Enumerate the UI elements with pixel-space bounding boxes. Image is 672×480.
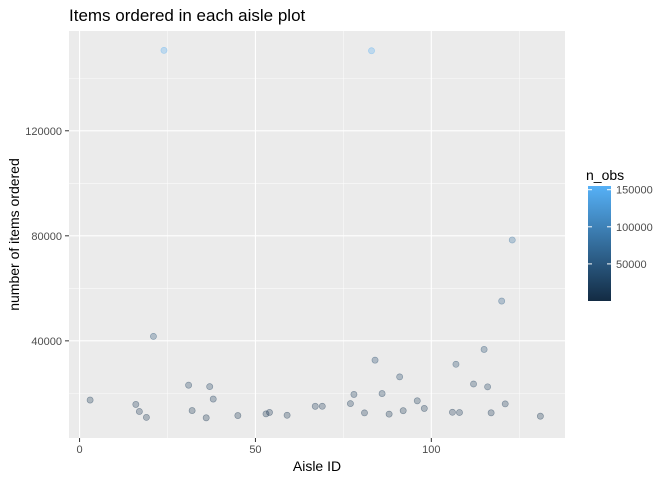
data-point bbox=[142, 413, 150, 421]
data-point bbox=[311, 402, 319, 410]
y-tick-label: 80000 bbox=[31, 231, 62, 243]
data-point bbox=[480, 346, 488, 353]
data-point bbox=[283, 411, 291, 419]
x-tick-label: 50 bbox=[249, 444, 261, 456]
y-axis-label: number of items ordered bbox=[6, 158, 22, 311]
legend-tick-label: 100000 bbox=[616, 222, 653, 234]
data-point bbox=[262, 410, 270, 418]
data-point bbox=[188, 407, 196, 414]
axis-layer: 0 50 100 40000 80000 120000 bbox=[25, 126, 440, 456]
data-point bbox=[234, 412, 242, 419]
data-point bbox=[318, 402, 326, 410]
legend-ticks: 50000 100000 150000 bbox=[588, 185, 653, 271]
data-point bbox=[396, 373, 404, 381]
data-point bbox=[347, 400, 354, 408]
legend-tick-label: 50000 bbox=[616, 259, 647, 271]
data-point bbox=[350, 391, 358, 398]
points-layer bbox=[86, 47, 544, 422]
x-tick-label: 100 bbox=[422, 444, 440, 456]
data-point bbox=[399, 407, 407, 415]
data-point bbox=[368, 47, 375, 55]
data-point bbox=[371, 356, 379, 364]
data-point bbox=[487, 409, 495, 417]
data-point bbox=[86, 396, 94, 404]
data-point bbox=[378, 390, 386, 397]
data-point bbox=[135, 408, 143, 415]
data-point bbox=[132, 401, 140, 408]
data-point bbox=[385, 410, 393, 418]
data-point bbox=[501, 400, 509, 408]
chart-title: Items ordered in each aisle plot bbox=[69, 6, 306, 25]
data-point bbox=[449, 408, 456, 416]
data-point bbox=[413, 397, 421, 405]
data-point bbox=[185, 381, 193, 389]
data-point bbox=[206, 383, 214, 391]
data-point bbox=[361, 409, 368, 417]
data-point bbox=[470, 380, 477, 388]
y-tick-label: 40000 bbox=[31, 336, 62, 348]
data-point bbox=[456, 409, 463, 416]
data-point bbox=[202, 414, 210, 422]
data-point bbox=[536, 412, 544, 420]
y-tick-label: 120000 bbox=[25, 126, 62, 138]
legend-title: n_obs bbox=[586, 167, 624, 183]
grid-layer bbox=[69, 31, 565, 438]
data-point bbox=[266, 409, 273, 416]
legend-tick-label: 150000 bbox=[616, 185, 653, 197]
data-point bbox=[498, 297, 506, 305]
data-point bbox=[508, 236, 516, 244]
color-legend: n_obs 50000 100000 150000 bbox=[586, 167, 653, 301]
colorbar bbox=[588, 186, 611, 301]
data-point bbox=[209, 395, 217, 403]
x-tick-label: 0 bbox=[76, 444, 82, 456]
data-point bbox=[484, 383, 492, 391]
data-point bbox=[420, 405, 428, 412]
data-point bbox=[452, 360, 460, 368]
x-axis-label: Aisle ID bbox=[293, 458, 341, 474]
data-point bbox=[160, 47, 168, 54]
plot-panel bbox=[69, 31, 565, 438]
data-point bbox=[150, 332, 157, 340]
